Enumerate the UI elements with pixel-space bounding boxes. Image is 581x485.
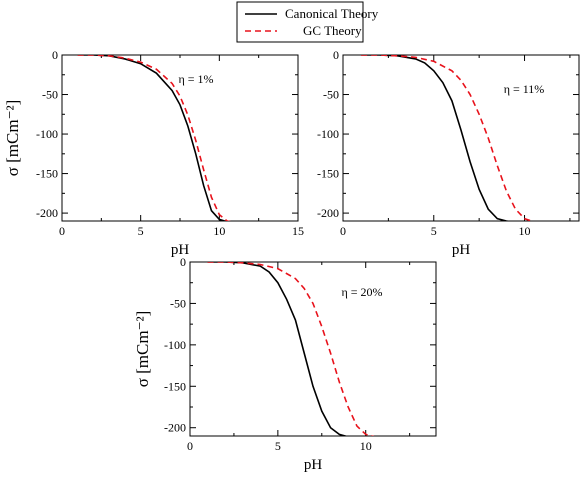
chart-panel-3: 0 5 10 0 -50 -100 -150 -200 pH σ [mCm⁻²] η = 20% [133, 255, 437, 473]
y-tick-label: -100 [36, 127, 58, 141]
legend-box [236, 1, 364, 43]
y-tick-label: -150 [164, 379, 186, 393]
chart-panel-1: 0 5 10 15 0 -50 -100 -150 -200 pH σ [mCm⁻²] η = 1% [3, 48, 304, 258]
y-tick-label: -200 [164, 421, 186, 435]
y-tick-label: 0 [52, 48, 58, 62]
x-tick-label: 10 [519, 224, 531, 238]
legend: Canonical Theory GC Theory [236, 1, 379, 43]
y-tick-label: -50 [323, 88, 339, 102]
x-tick-label: 10 [213, 224, 225, 238]
eta-annotation: η = 20% [341, 285, 382, 299]
x-tick-label: 0 [59, 224, 65, 238]
x-tick-label: 15 [292, 224, 304, 238]
eta-annotation: η = 11% [504, 82, 545, 96]
x-tick-label: 5 [275, 439, 281, 453]
x-tick-label: 0 [187, 439, 193, 453]
y-tick-label: -150 [317, 167, 339, 181]
plot-frame-2 [342, 54, 580, 222]
series-line-canonical [207, 262, 349, 436]
y-tick-label: -50 [42, 88, 58, 102]
y-tick-label: -150 [36, 167, 58, 181]
series-line-canonical [77, 55, 228, 221]
x-axis-title: pH [304, 457, 323, 473]
x-axis-title: pH [171, 242, 190, 258]
y-axis-title-3: σ [mCm⁻²] [133, 311, 152, 388]
x-tick-label: 0 [340, 224, 346, 238]
series-line-gc [207, 262, 375, 436]
y-tick-label: 0 [180, 255, 186, 269]
plot-frame-3 [189, 261, 437, 437]
legend-label-canonical: Canonical Theory [285, 6, 379, 21]
eta-annotation: η = 1% [178, 72, 213, 86]
series-line-canonical [361, 55, 512, 221]
series-line-gc [77, 55, 232, 221]
y-axis-title-1: σ [mCm⁻²] [3, 100, 22, 177]
y-tick-label: -100 [164, 338, 186, 352]
x-tick-label: 5 [431, 224, 437, 238]
chart-panel-2: 0 5 10 0 -50 -100 -150 -200 pH η = 11% [317, 48, 580, 258]
y-tick-label: -200 [317, 206, 339, 220]
y-tick-label: -100 [317, 127, 339, 141]
legend-label-gc: GC Theory [303, 23, 362, 38]
x-tick-label: 5 [138, 224, 144, 238]
x-tick-label: 10 [360, 439, 372, 453]
x-axis-title: pH [452, 242, 471, 258]
series-line-gc [361, 55, 534, 221]
y-tick-label: -50 [170, 296, 186, 310]
y-tick-label: 0 [333, 48, 339, 62]
y-tick-label: -200 [36, 206, 58, 220]
